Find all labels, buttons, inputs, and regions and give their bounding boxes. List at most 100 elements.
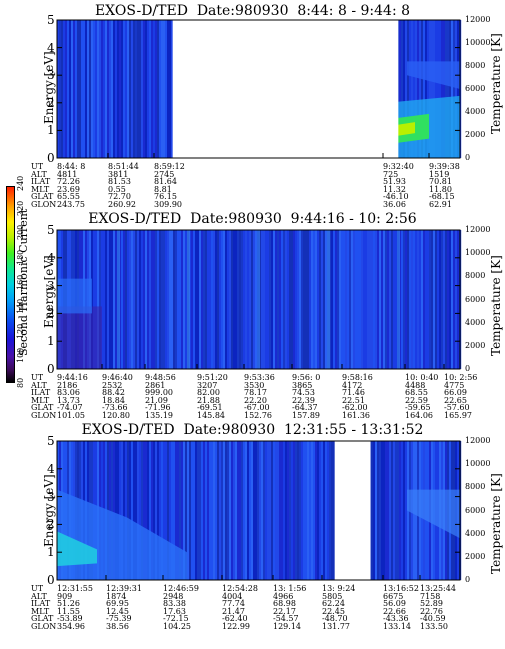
spectrogram-column [183,230,186,369]
ephemeris-value: 1874 [106,591,127,601]
spectrogram-column [279,441,282,580]
spectrogram-column [205,441,208,580]
spectrogram-column [389,230,392,369]
ephemeris-value: 11.80 [429,184,452,194]
spectrogram-column [139,230,142,369]
ephemeris-value: 17.63 [163,606,186,616]
y2tick-label: 8000 [465,482,486,492]
spectrogram-column [141,230,144,369]
spectrogram-column [133,230,136,369]
ephemeris-value: -43.36 [383,614,409,623]
spectrogram-column [247,230,250,369]
spectrogram-column [145,441,148,580]
ephemeris-value: 71.46 [342,388,365,397]
spectrogram-column [125,20,128,158]
spectrogram-column [91,230,94,369]
ephemeris-value: -69.51 [197,403,223,412]
spectrogram-column [163,20,166,158]
spectrogram-column [303,441,306,580]
spectrogram-column [167,230,170,369]
spectrogram-column [161,441,164,580]
spectrogram-column [349,230,352,369]
ytick-label: 0 [47,573,55,587]
ephemeris-value: -71.96 [145,403,171,412]
spectrogram-column [151,441,154,580]
spectrogram-column [161,230,164,369]
spectrogram-column [87,20,90,158]
spectrogram-column [437,20,440,158]
spectrogram-column [183,441,186,580]
ephemeris-value: 11.32 [383,184,406,194]
ephemeris-row-label: MLT [31,184,50,194]
spectrogram-column [337,230,340,369]
ephemeris-value: 72.26 [57,177,80,186]
spectrogram-column [131,230,134,369]
ephemeris-value: 165.97 [444,410,472,420]
spectrogram-column [189,441,192,580]
ephemeris-value: 62.24 [322,599,345,608]
spectrogram-column [225,230,228,369]
spectrogram-column [145,20,148,158]
spectrogram-column [103,20,106,158]
ephemeris-value: 13.73 [57,395,80,405]
ephemeris-value: 38.56 [106,621,129,631]
ephemeris-value: 12:46:59 [163,584,199,593]
spectrogram-column [109,20,112,158]
ephemeris-value: 10: 2:56 [444,373,478,382]
ephemeris-value: 9:48:56 [145,373,176,382]
spectrogram-column [155,441,158,580]
spectrogram-column [159,441,162,580]
low-energy-band [407,489,460,539]
ephemeris-value: -40.59 [420,614,446,623]
plot-frame [56,440,461,581]
ephemeris-value: 65.55 [57,192,80,201]
y2tick-label: 12000 [465,15,491,24]
spectrogram-column [281,230,284,369]
spectrogram-column [283,230,286,369]
ephemeris-value: 36.06 [383,199,406,209]
ephemeris-value: 157.89 [292,410,320,420]
spectrogram-column [177,230,180,369]
ephemeris-value: 83.38 [163,599,186,608]
spectrogram-column [213,230,216,369]
spectrogram-column [395,441,398,580]
spectrogram-column [387,230,390,369]
spectrogram-column [165,20,168,158]
spectrogram-column [243,230,246,369]
y2tick-label: 4000 [465,528,486,538]
plot-frame [56,229,461,370]
spectrogram-column [227,230,230,369]
spectrogram-column [233,230,236,369]
ephemeris-value: -74.07 [57,403,83,412]
spectrogram-column [237,441,240,580]
spectrogram-column [441,20,444,158]
spectrogram-column [299,230,302,369]
ephemeris-row-label: ILAT [31,177,51,186]
spectrogram-column [149,441,152,580]
spectrogram-column [265,441,268,580]
spectrogram-column [73,20,76,158]
spectrogram-column [253,441,256,580]
ephemeris-value: -59.65 [405,403,431,412]
spectrogram-column [405,441,408,580]
ephemeris-value: 81.53 [108,177,131,186]
spectrogram-column [307,441,310,580]
ephemeris-value: 77.74 [222,599,245,608]
spectrogram-column [313,230,316,369]
ephemeris-value: 135.19 [145,410,173,420]
spectrogram-column [189,230,192,369]
spectrogram-column [83,20,86,158]
ytick-label: 1 [47,545,55,560]
ephemeris-value: 13: 1:56 [273,584,307,593]
spectrogram-column [245,441,248,580]
ephemeris-value: 9:32:40 [383,162,414,171]
spectrogram-column [301,441,304,580]
spectrogram-column [429,230,432,369]
data-gap [334,441,371,580]
spectrogram-column [365,230,368,369]
spectrogram-column [157,20,160,158]
ephemeris-value: 133.14 [383,621,411,631]
spectrogram-column [275,230,278,369]
ephemeris-value: 12:39:31 [106,584,142,593]
